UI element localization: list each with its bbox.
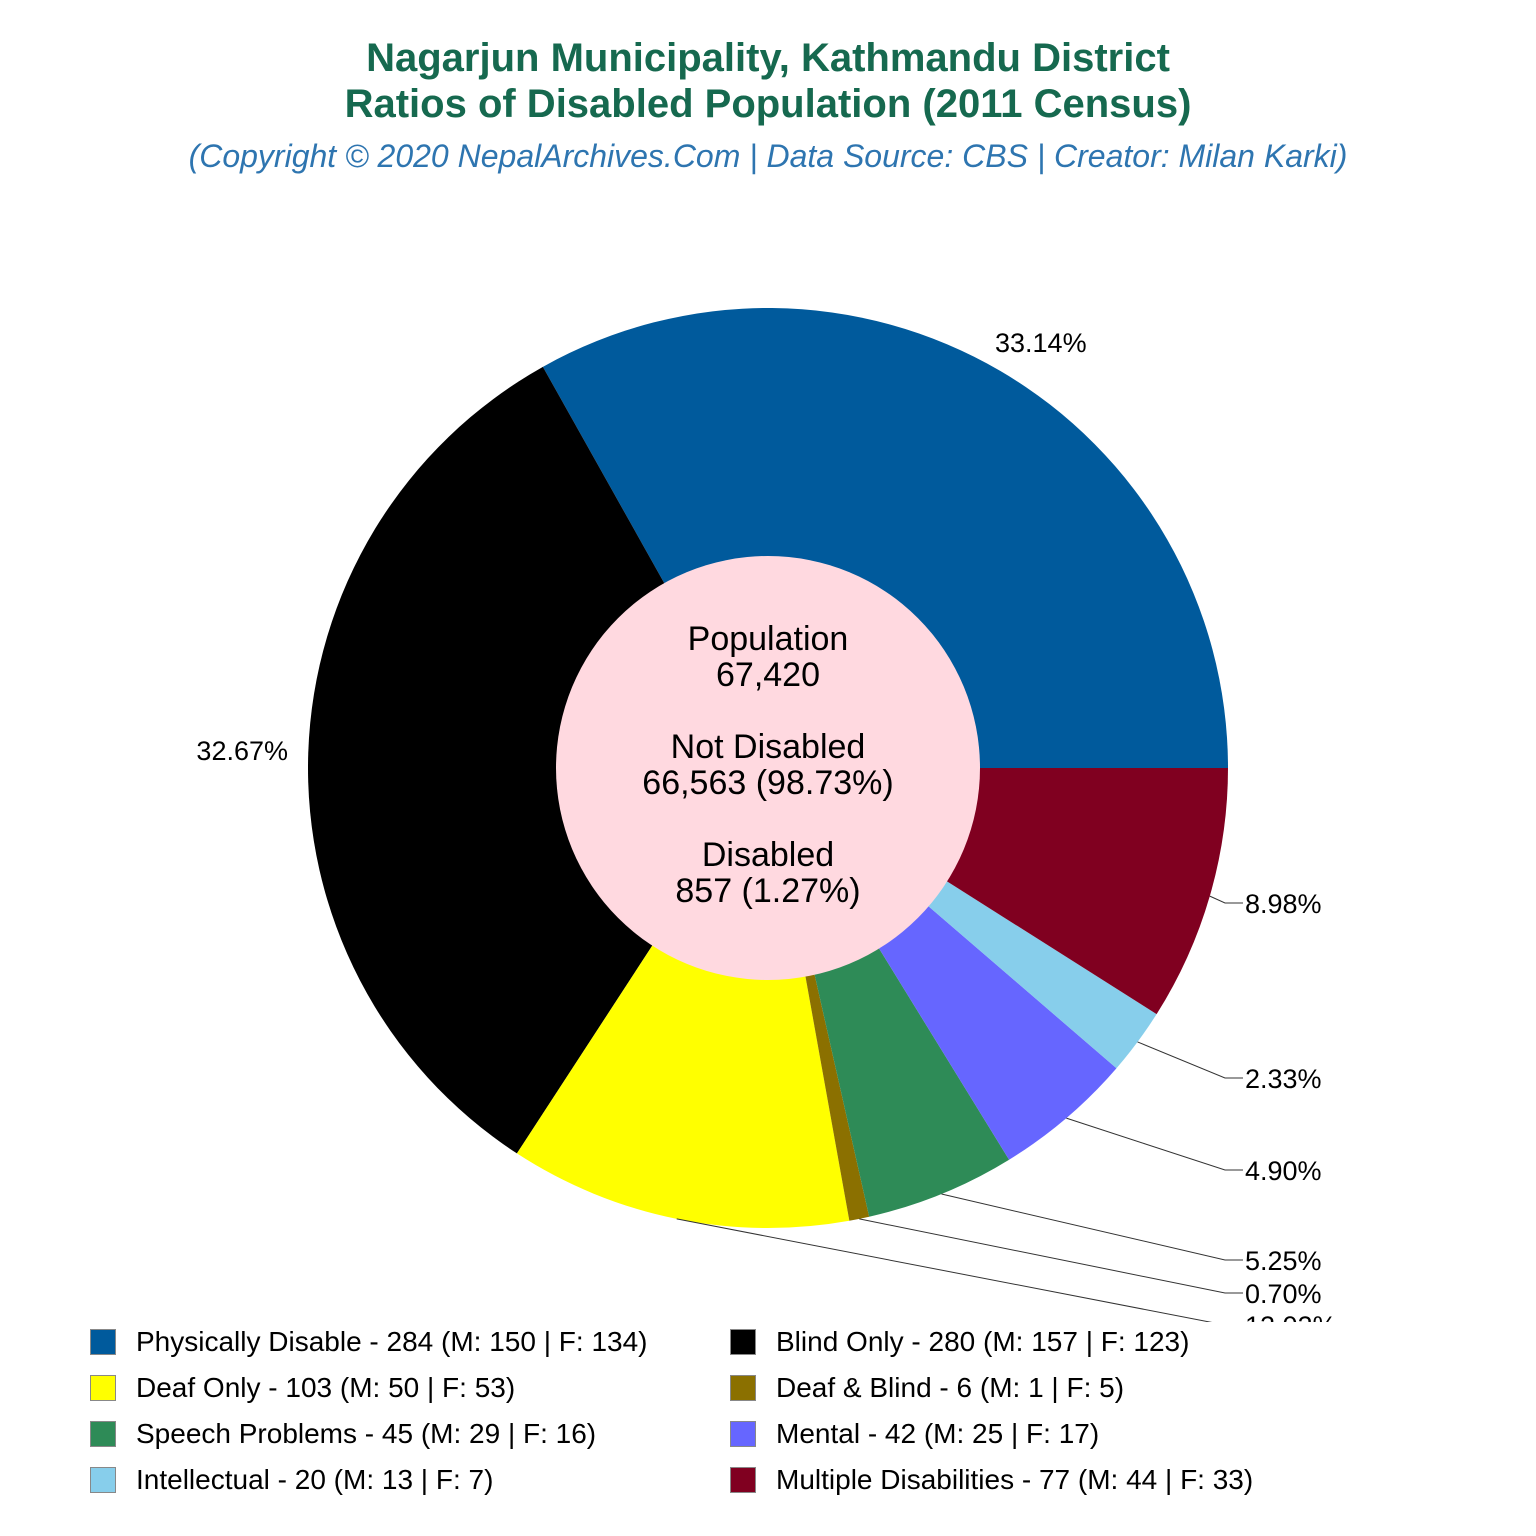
- center-disabled-label: Disabled: [702, 836, 834, 874]
- legend-swatch: [90, 1467, 116, 1493]
- legend-label: Mental - 42 (M: 25 | F: 17): [776, 1418, 1100, 1449]
- legend-label: Deaf Only - 103 (M: 50 | F: 53): [136, 1372, 516, 1403]
- chart-title-line1: Nagarjun Municipality, Kathmandu Distric…: [366, 36, 1170, 80]
- leader-line: [941, 1193, 1243, 1261]
- percent-label: 2.33%: [1245, 1064, 1322, 1094]
- center-disabled-value: 857 (1.27%): [675, 872, 860, 910]
- percent-label: 5.25%: [1245, 1246, 1322, 1276]
- legend-swatch: [90, 1375, 116, 1401]
- chart-title-line2: Ratios of Disabled Population (2011 Cens…: [344, 82, 1192, 126]
- legend-swatch: [90, 1421, 116, 1447]
- leader-line: [1137, 1041, 1243, 1079]
- legend-label: Blind Only - 280 (M: 157 | F: 123): [776, 1326, 1190, 1357]
- percent-label: 32.67%: [196, 736, 288, 766]
- legend-swatch: [90, 1329, 116, 1355]
- legend: Physically Disable - 284 (M: 150 | F: 13…: [90, 1322, 1390, 1512]
- legend-item: Physically Disable - 284 (M: 150 | F: 13…: [90, 1326, 647, 1358]
- leader-line: [859, 1218, 1243, 1294]
- legend-item: Blind Only - 280 (M: 157 | F: 123): [730, 1326, 1189, 1358]
- legend-label: Speech Problems - 45 (M: 29 | F: 16): [136, 1418, 597, 1449]
- center-circle: [556, 556, 980, 980]
- legend-item: Deaf Only - 103 (M: 50 | F: 53): [90, 1372, 515, 1404]
- center-population-label: Population: [688, 620, 849, 658]
- legend-item: Mental - 42 (M: 25 | F: 17): [730, 1418, 1099, 1450]
- legend-swatch: [730, 1467, 756, 1493]
- leader-line: [676, 1218, 1243, 1326]
- center-not-disabled-value: 66,563 (98.73%): [642, 764, 893, 802]
- percent-label: 4.90%: [1245, 1156, 1322, 1186]
- legend-label: Physically Disable - 284 (M: 150 | F: 13…: [136, 1326, 648, 1357]
- legend-label: Deaf & Blind - 6 (M: 1 | F: 5): [776, 1372, 1125, 1403]
- leader-line: [1209, 895, 1243, 904]
- percent-label: 8.98%: [1245, 889, 1322, 919]
- legend-swatch: [730, 1329, 756, 1355]
- percent-label: 0.70%: [1245, 1279, 1322, 1309]
- center-not-disabled-label: Not Disabled: [671, 728, 866, 766]
- legend-item: Speech Problems - 45 (M: 29 | F: 16): [90, 1418, 596, 1450]
- legend-swatch: [730, 1421, 756, 1447]
- percent-label: 33.14%: [995, 328, 1087, 358]
- legend-swatch: [730, 1375, 756, 1401]
- legend-item: Multiple Disabilities - 77 (M: 44 | F: 3…: [730, 1464, 1253, 1496]
- chart-subtitle: (Copyright © 2020 NepalArchives.Com | Da…: [188, 138, 1348, 174]
- legend-label: Intellectual - 20 (M: 13 | F: 7): [136, 1464, 494, 1495]
- center-population-value: 67,420: [716, 656, 820, 694]
- leader-line: [1066, 1117, 1243, 1171]
- legend-label: Multiple Disabilities - 77 (M: 44 | F: 3…: [776, 1464, 1254, 1495]
- slice-blind-only: [308, 366, 768, 1154]
- legend-item: Deaf & Blind - 6 (M: 1 | F: 5): [730, 1372, 1124, 1404]
- legend-item: Intellectual - 20 (M: 13 | F: 7): [90, 1464, 493, 1496]
